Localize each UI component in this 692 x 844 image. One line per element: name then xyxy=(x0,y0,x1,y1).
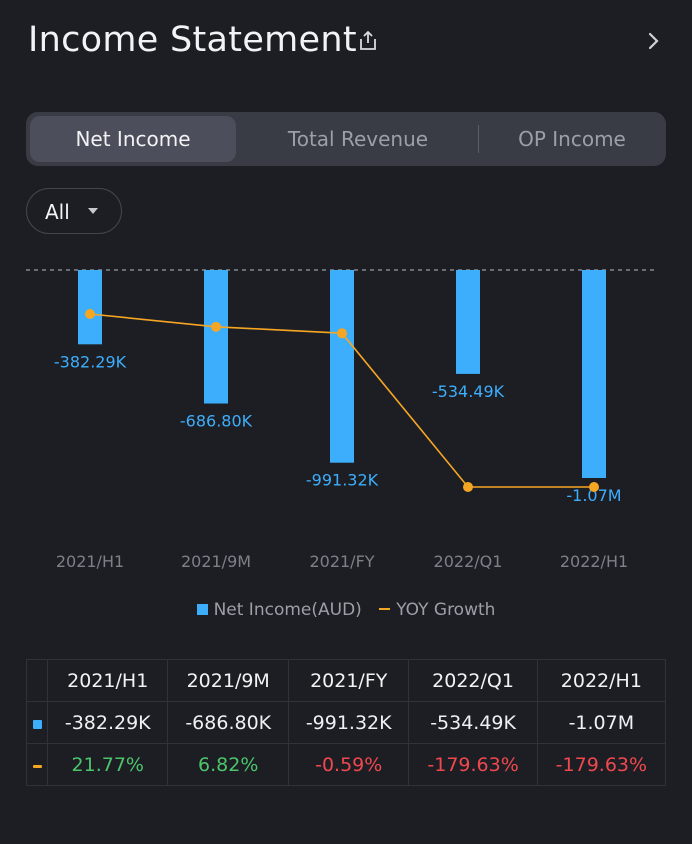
line-marker-icon xyxy=(32,764,42,768)
table-cell: -382.29K xyxy=(46,701,169,744)
legend-item-net-income: Net Income(AUD) xyxy=(196,600,362,620)
bar-value-label: -686.80K xyxy=(180,412,253,431)
net-income-bar xyxy=(582,270,606,478)
bar-value-label: -1.07M xyxy=(566,486,621,505)
table-cell: -534.49K xyxy=(408,701,538,744)
legend-line-swatch xyxy=(379,608,391,610)
table-cell: 21.77% xyxy=(46,743,169,786)
legend-item-yoy: YOY Growth xyxy=(379,600,495,620)
period-filter-dropdown[interactable]: All xyxy=(26,188,122,234)
row-marker-cell xyxy=(26,701,48,744)
table-corner-cell xyxy=(26,659,48,702)
bar-marker-icon xyxy=(32,719,42,729)
table-header-cell: 2021/H1 xyxy=(46,659,169,702)
yoy-growth-point xyxy=(463,482,473,492)
table-cell: -0.59% xyxy=(287,743,410,786)
chevron-right-icon[interactable] xyxy=(646,30,662,52)
header: Income Statement xyxy=(28,20,668,66)
tab-net-income[interactable]: Net Income xyxy=(30,116,236,162)
yoy-growth-point xyxy=(211,321,221,332)
share-icon[interactable] xyxy=(356,29,380,53)
chart-legend: Net Income(AUD) YOY Growth xyxy=(0,600,692,624)
table-cell: -1.07M xyxy=(536,701,667,744)
caret-down-icon xyxy=(88,208,98,214)
row-marker-cell xyxy=(26,743,48,786)
legend-bar-swatch xyxy=(196,604,208,615)
net-income-bar xyxy=(204,270,228,404)
table-header-cell: 2021/9M xyxy=(167,659,289,702)
net-income-bar xyxy=(456,270,480,374)
yoy-growth-point xyxy=(85,309,95,319)
net-income-chart: -382.29K -686.80K -991.32K -534.49K -1.07M 20… xyxy=(26,269,656,571)
x-axis-tick-label: 2021/9M xyxy=(181,552,251,571)
table-header-cell: 2022/H1 xyxy=(536,659,667,702)
table-header-cell: 2022/Q1 xyxy=(408,659,538,702)
table-cell: -179.63% xyxy=(408,743,538,786)
table-cell: -991.32K xyxy=(287,701,410,744)
filter-label: All xyxy=(45,200,70,224)
page-title: Income Statement xyxy=(28,20,357,60)
x-axis-tick-label: 2021/FY xyxy=(309,552,374,571)
tab-op-income[interactable]: OP Income xyxy=(518,127,626,151)
table-cell: -179.63% xyxy=(536,743,667,786)
x-axis-tick-label: 2022/H1 xyxy=(560,552,628,571)
bar-value-label: -534.49K xyxy=(432,382,505,401)
bar-value-label: -991.32K xyxy=(306,471,379,490)
table-cell: -686.80K xyxy=(167,701,289,744)
table-row-yoy-growth: 21.77% 6.82% -0.59% -179.63% -179.63% xyxy=(26,743,667,786)
legend-label: YOY Growth xyxy=(396,600,496,620)
bar-value-label: -382.29K xyxy=(54,352,127,371)
tab-divider xyxy=(478,125,479,153)
table-header-cell: 2021/FY xyxy=(287,659,410,702)
yoy-growth-point xyxy=(337,328,347,339)
tab-total-revenue[interactable]: Total Revenue xyxy=(287,127,429,151)
x-axis-tick-label: 2021/H1 xyxy=(56,552,124,571)
table-row-net-income: -382.29K -686.80K -991.32K -534.49K -1.0… xyxy=(26,701,667,744)
table-cell: 6.82% xyxy=(167,743,289,786)
yoy-growth-point xyxy=(589,482,599,492)
net-income-bar xyxy=(78,270,102,345)
metric-tabs: Net Income Total Revenue OP Income xyxy=(26,112,666,166)
table-header-row: 2021/H1 2021/9M 2021/FY 2022/Q1 2022/H1 xyxy=(26,659,667,702)
x-axis-tick-label: 2022/Q1 xyxy=(434,552,503,571)
data-table: 2021/H1 2021/9M 2021/FY 2022/Q1 2022/H1 … xyxy=(26,659,667,786)
net-income-bar xyxy=(330,270,354,463)
legend-label: Net Income(AUD) xyxy=(213,600,362,620)
